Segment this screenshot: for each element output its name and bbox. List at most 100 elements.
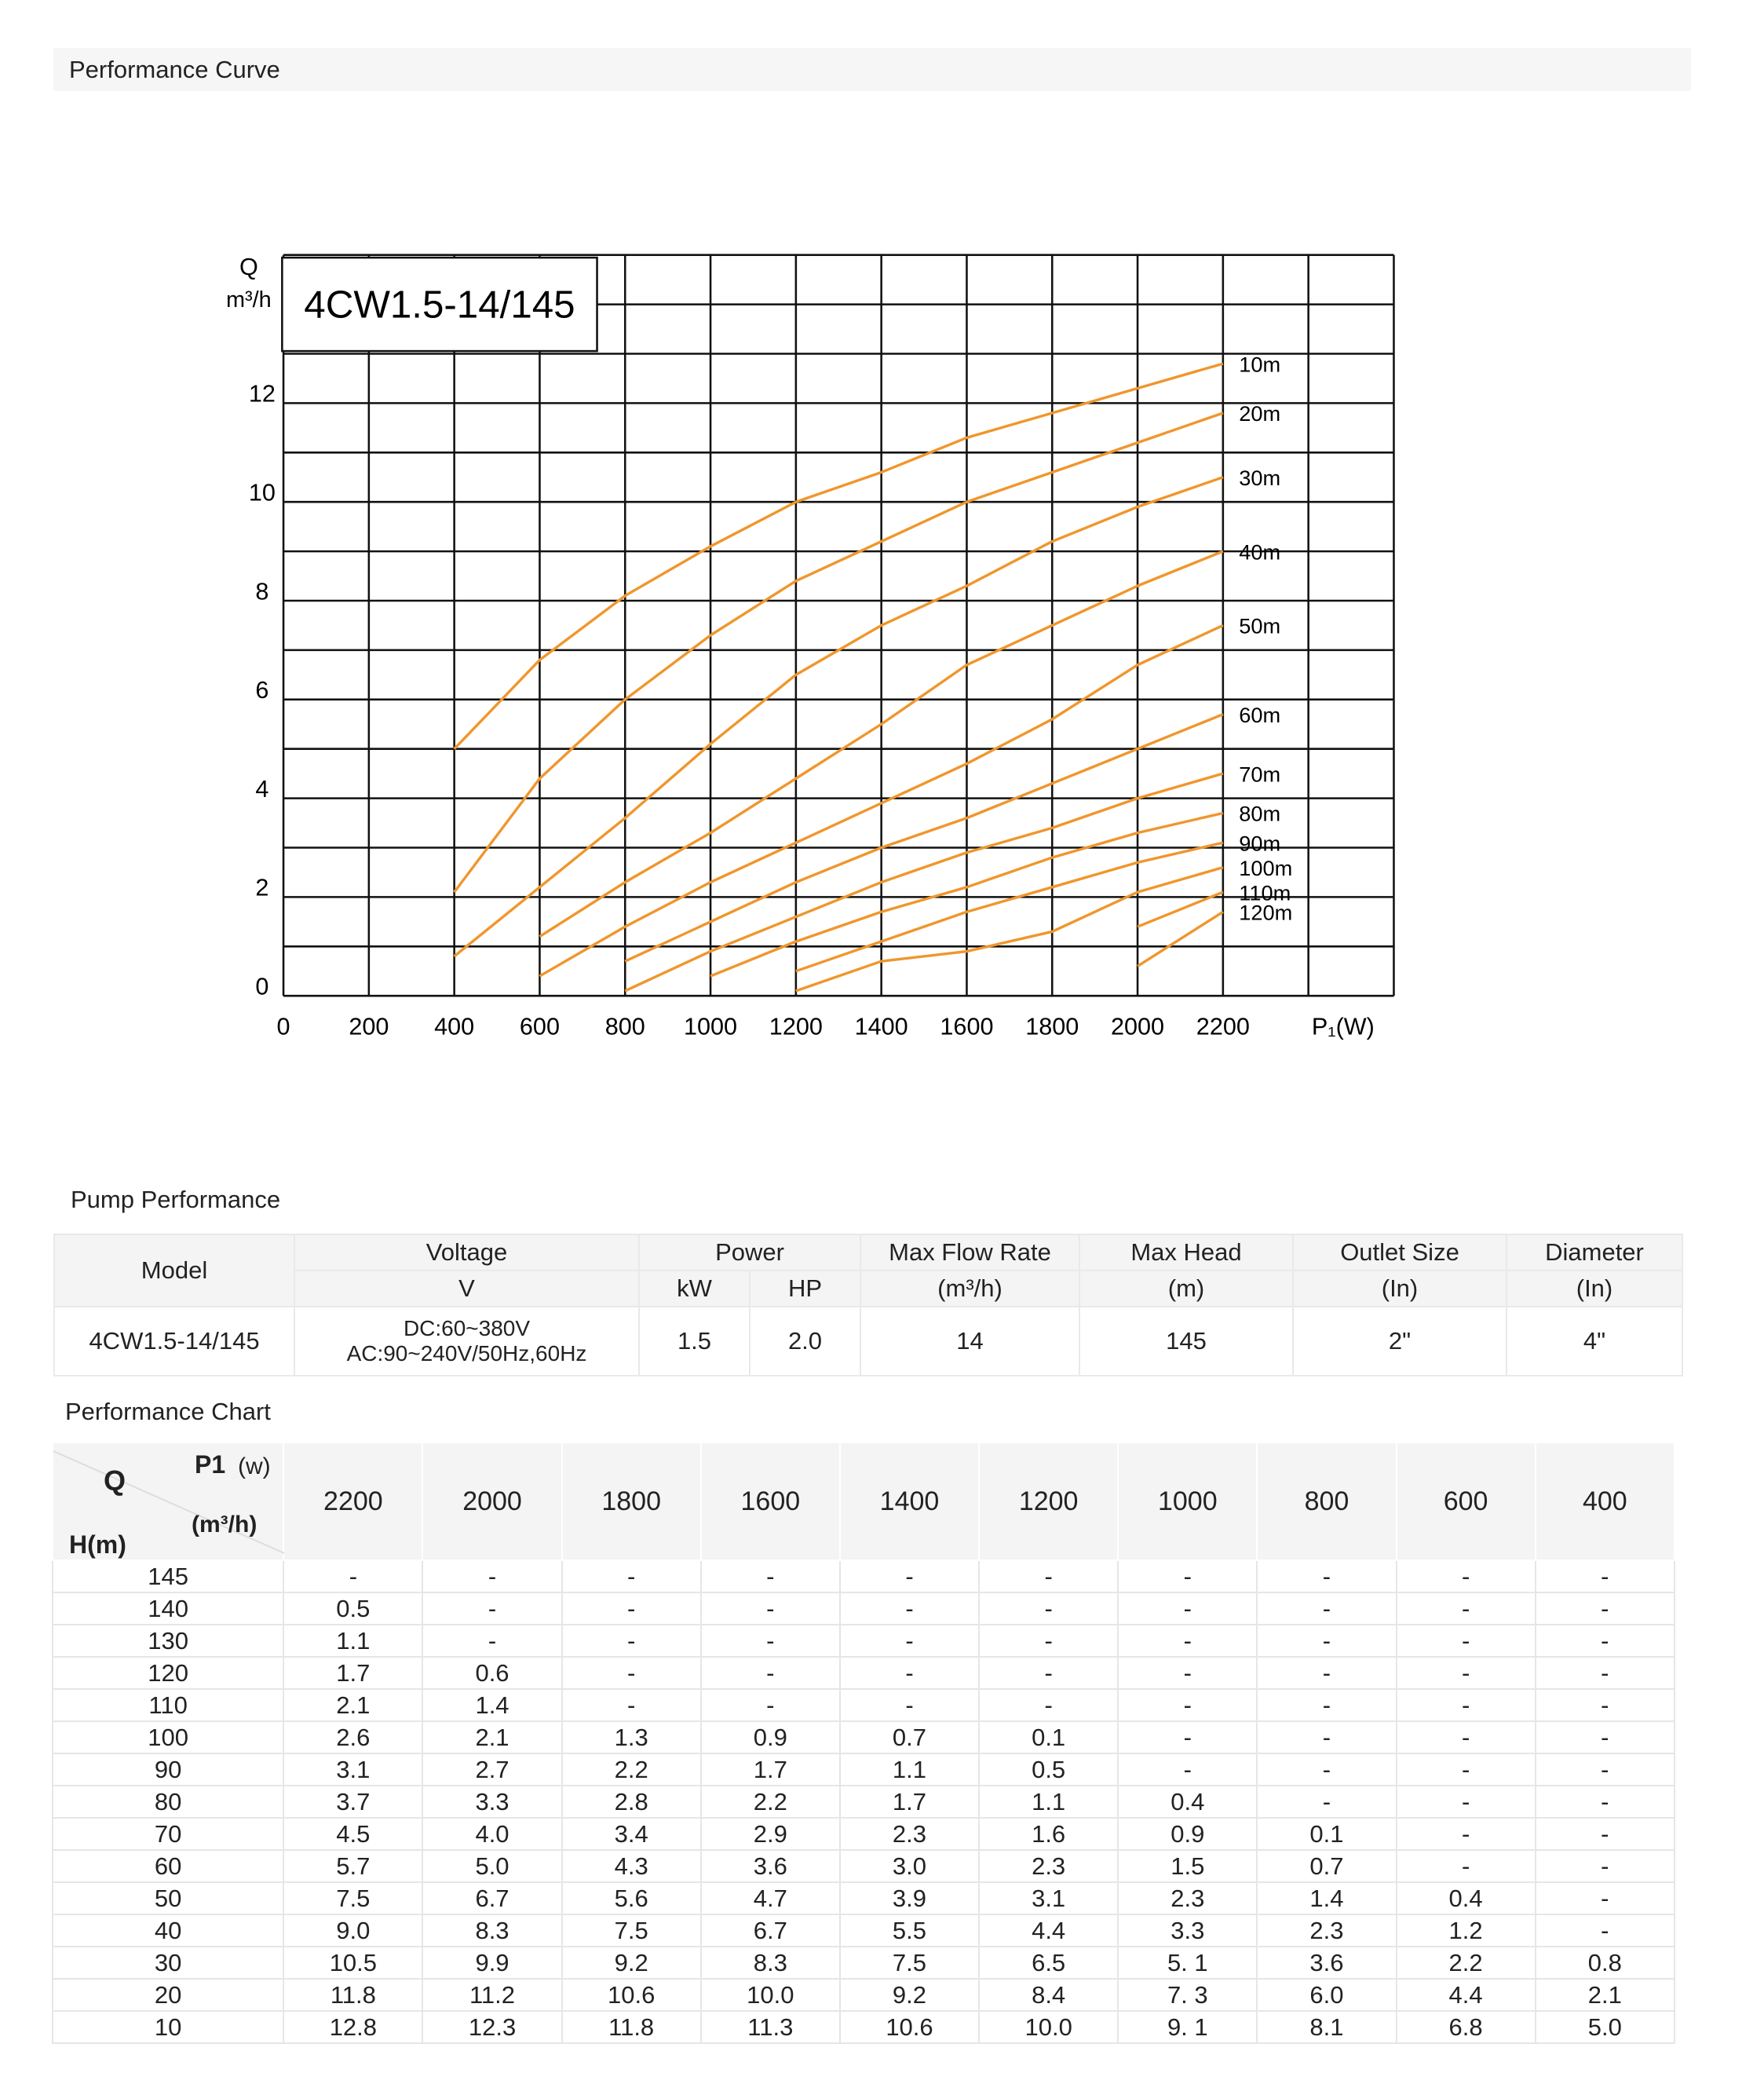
cell: 11.8	[283, 1978, 424, 2012]
cell: 10.5	[283, 1946, 424, 1980]
cell: -	[1534, 1592, 1676, 1625]
cell: 9.0	[283, 1914, 424, 1947]
unit-cell: V	[294, 1270, 640, 1307]
cell: -	[422, 1592, 563, 1625]
cell: 2.8	[561, 1785, 702, 1819]
cell: 0.5	[283, 1592, 424, 1625]
cell: -	[838, 1624, 981, 1658]
column-header: 400	[1534, 1442, 1676, 1561]
cell: 5.0	[422, 1849, 563, 1883]
x-tick-label: 2200	[1196, 1014, 1250, 1040]
row-header: 10	[51, 2010, 285, 2044]
cell: 3.3	[422, 1785, 563, 1819]
curve	[453, 411, 1224, 894]
cell: 2.1	[422, 1720, 563, 1754]
cell: -	[1395, 1592, 1536, 1625]
row-header: 130	[51, 1624, 285, 1658]
cell: 0.9	[699, 1720, 841, 1754]
cell: 1.1	[978, 1785, 1119, 1819]
cell: -	[978, 1592, 1119, 1625]
cell: 4.0	[422, 1817, 563, 1851]
column-header: 2200	[283, 1442, 424, 1561]
cell: 0.1	[978, 1720, 1119, 1754]
cell: -	[838, 1688, 981, 1722]
cell: 5.6	[561, 1881, 702, 1915]
unit-cell: (In)	[1292, 1270, 1507, 1307]
row: 20 11.8 11.2 10.6 10.0 9.2 8.4 7. 3 6.0 4.4 2.1	[51, 1978, 1676, 2012]
cell: 3.0	[838, 1849, 981, 1883]
row-header: 110	[51, 1688, 285, 1722]
cell-line: AC:90~240V/50Hz,60Hz	[346, 1341, 587, 1366]
chart: 0 200 400 600 800 1000 1200 1400 1600 1800 2000 220…	[226, 254, 1395, 1040]
cell: -	[699, 1656, 841, 1690]
cell: 7. 3	[1117, 1978, 1258, 2012]
model-box	[281, 256, 598, 353]
cell: 0.6	[422, 1656, 563, 1690]
cell: 1.2	[1395, 1914, 1536, 1947]
row: 70 4.5 4.0 3.4 2.9 2.3 1.6 0.9 0.1- -	[51, 1817, 1676, 1851]
column-header: 600	[1395, 1442, 1536, 1561]
cell: 3.1	[283, 1753, 424, 1786]
y-tick-label: 8	[255, 578, 268, 605]
corner-label: (m³/h)	[192, 1512, 257, 1537]
cell: 6.7	[699, 1914, 841, 1947]
curve-label: 60m	[1239, 703, 1280, 727]
unit-cell: (In)	[1506, 1270, 1683, 1307]
cell: 2.7	[422, 1753, 563, 1786]
model-label: 4CW1.5-14/145	[304, 283, 575, 327]
cell: 3.6	[1256, 1946, 1397, 1980]
cell: 5.5	[838, 1914, 981, 1947]
cell: 0.7	[838, 1720, 981, 1754]
cell: 2.3	[1117, 1881, 1258, 1915]
curve	[795, 841, 1224, 973]
cell: 9.9	[422, 1946, 563, 1980]
cell: 0.8	[1534, 1946, 1676, 1980]
cell: -	[1117, 1656, 1258, 1690]
cell: 8.3	[422, 1914, 563, 1947]
cell: 5. 1	[1117, 1946, 1258, 1980]
curve	[539, 550, 1224, 938]
curve-label: 110m	[1239, 880, 1291, 905]
cell: -	[1117, 1753, 1258, 1786]
x-tick-label: 1000	[684, 1014, 737, 1040]
cell: -	[1534, 1817, 1676, 1851]
row-header: 30	[51, 1946, 285, 1980]
cell: 1.7	[283, 1656, 424, 1690]
corner-label: P1	[195, 1450, 226, 1479]
cell: 11.2	[422, 1978, 563, 2012]
row: 120 1.7 0.6- - - - - - - -	[51, 1656, 1676, 1690]
cell: -	[561, 1624, 702, 1658]
cell: -	[699, 1559, 841, 1593]
y-tick-label: 0	[255, 974, 268, 1000]
cell: 1.1	[283, 1624, 424, 1658]
cell: 7.5	[838, 1946, 981, 1980]
y-tick-label: 2	[255, 875, 268, 901]
x-tick-label: 1200	[769, 1014, 823, 1040]
cell: -	[1117, 1559, 1258, 1593]
row-header: 90	[51, 1753, 285, 1786]
cell: -	[1534, 1881, 1676, 1915]
cell: -	[978, 1688, 1119, 1722]
curve-label: 100m	[1239, 856, 1292, 880]
curve-label: 50m	[1239, 614, 1280, 638]
curve-label: 120m	[1239, 900, 1292, 924]
cell: 14	[860, 1306, 1080, 1377]
x-tick-label: 1800	[1025, 1014, 1079, 1040]
cell: 4.5	[283, 1817, 424, 1851]
cell: -	[1395, 1720, 1536, 1754]
cell: 2.9	[699, 1817, 841, 1851]
row-header: 145	[51, 1559, 285, 1593]
cell-line: DC:60~380V	[403, 1316, 531, 1340]
cell: -	[1256, 1559, 1397, 1593]
column-header: 1200	[978, 1442, 1119, 1561]
cell: 9. 1	[1117, 2010, 1258, 2044]
cell: 1.4	[422, 1688, 563, 1722]
cell: 3.7	[283, 1785, 424, 1819]
cell: -	[1395, 1849, 1536, 1883]
cell: 5.7	[283, 1849, 424, 1883]
curve-label: 70m	[1239, 762, 1280, 786]
cell: -	[978, 1559, 1119, 1593]
section-title: Pump Performance	[71, 1186, 281, 1213]
unit-cell: (m³/h)	[860, 1270, 1080, 1307]
cell: -	[1534, 1656, 1676, 1690]
